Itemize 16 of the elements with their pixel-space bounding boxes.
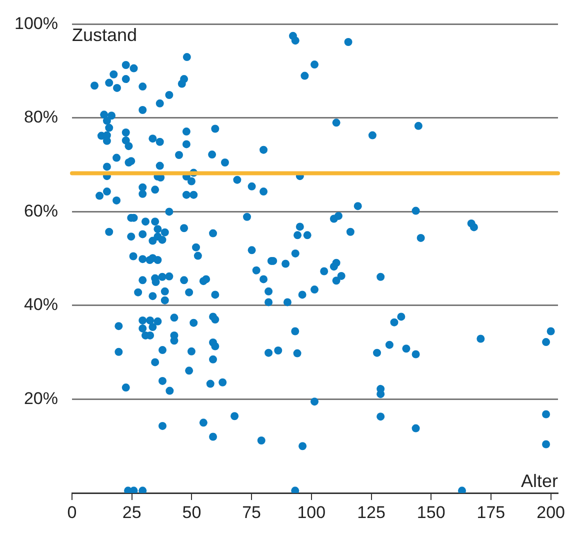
x-tick-label: 200 bbox=[536, 502, 566, 522]
x-tick-label: 175 bbox=[476, 502, 506, 522]
x-tick-label: 25 bbox=[122, 502, 142, 522]
x-tick-label: 125 bbox=[357, 502, 386, 522]
x-axis-title: Alter bbox=[520, 470, 558, 491]
x-tick-label: 150 bbox=[416, 502, 446, 522]
y-tick-label: 40% bbox=[24, 295, 58, 314]
y-tick-label: 20% bbox=[24, 388, 58, 408]
y-tick-label: 60% bbox=[24, 201, 58, 220]
y-tick-label: 80% bbox=[24, 108, 58, 127]
x-tick-label: 100 bbox=[297, 502, 326, 522]
y-axis-title: Zustand bbox=[72, 25, 138, 46]
y-tick-label: 100% bbox=[14, 14, 58, 33]
x-tick-label: 0 bbox=[67, 502, 77, 522]
x-tick-label: 50 bbox=[182, 502, 202, 522]
x-tick-label: 75 bbox=[242, 502, 262, 522]
